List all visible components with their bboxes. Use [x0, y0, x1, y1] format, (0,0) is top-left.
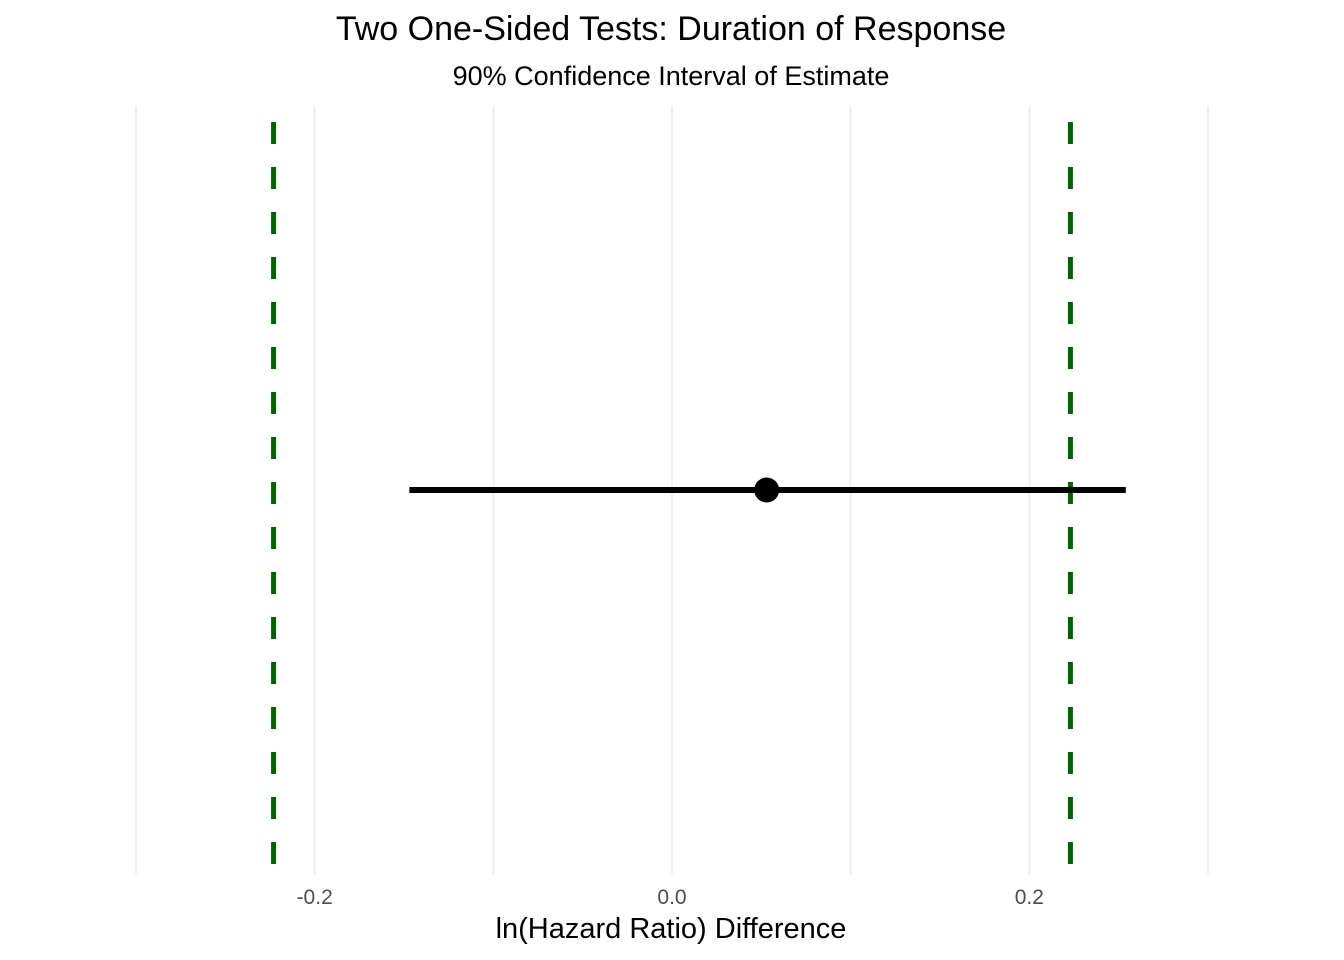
chart-title: Two One-Sided Tests: Duration of Respons… — [336, 10, 1006, 48]
estimate-group — [409, 477, 1126, 503]
x-tick-label: 0.0 — [657, 886, 686, 909]
point-estimate — [754, 477, 780, 503]
chart-subtitle: 90% Confidence Interval of Estimate — [453, 61, 890, 91]
x-tick-label: 0.2 — [1015, 886, 1044, 909]
x-axis-title: ln(Hazard Ratio) Difference — [496, 913, 847, 945]
x-axis-ticks: -0.2 0.0 0.2 — [297, 886, 1044, 909]
x-tick-label: -0.2 — [297, 886, 333, 909]
equivalence-bounds — [271, 122, 1073, 874]
